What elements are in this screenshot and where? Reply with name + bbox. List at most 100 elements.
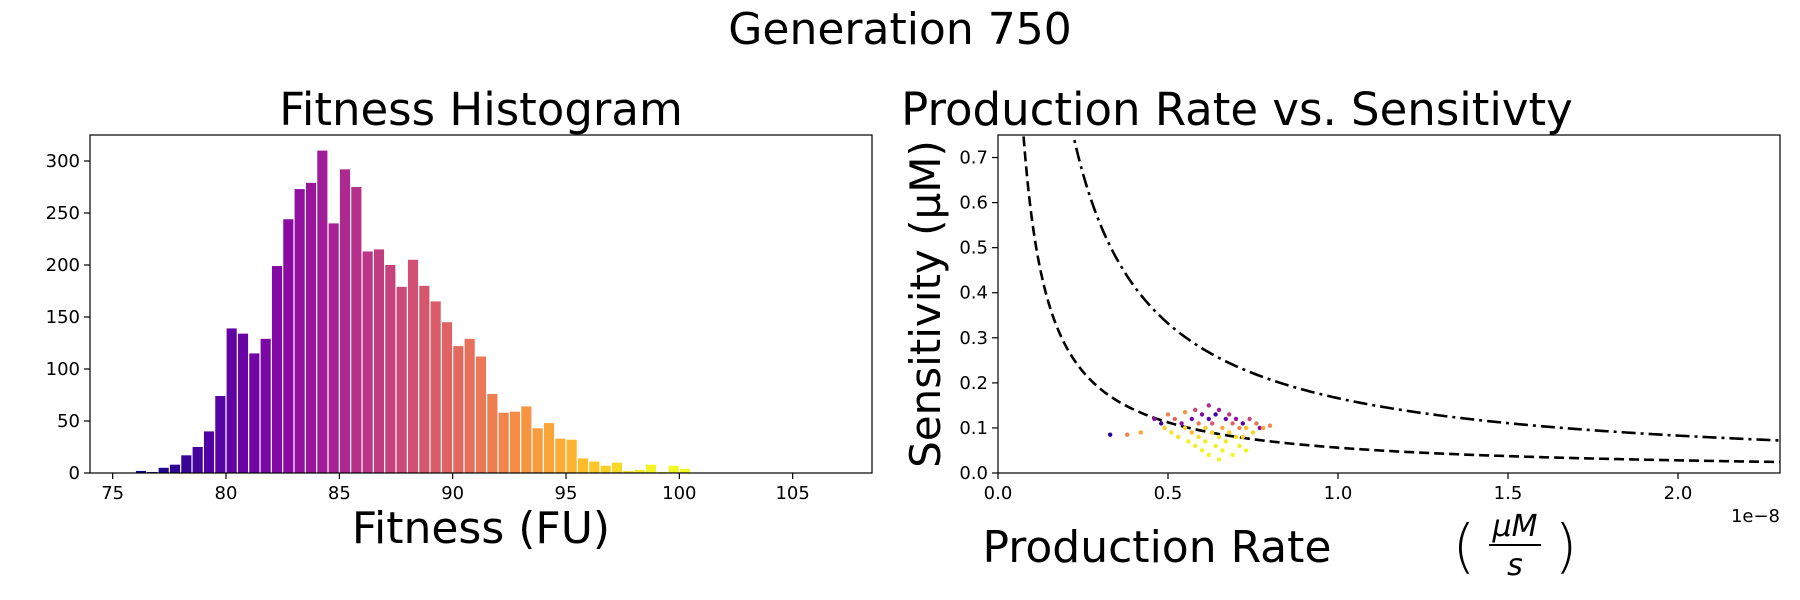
scatter-point bbox=[1206, 452, 1212, 458]
histogram-x-tick-label: 100 bbox=[662, 483, 696, 504]
scatter-x-tick-label: 2.0 bbox=[1664, 483, 1693, 504]
scatter-point bbox=[1247, 416, 1252, 422]
histogram-bar bbox=[475, 356, 487, 473]
scatter-x-tick-label: 1.5 bbox=[1494, 483, 1523, 504]
scatter-point bbox=[1189, 430, 1195, 435]
histogram-y-tick-label: 150 bbox=[46, 307, 80, 328]
histogram-bar bbox=[305, 182, 317, 473]
histogram-bar bbox=[509, 411, 521, 473]
histogram-bar bbox=[237, 333, 249, 473]
histogram-bar bbox=[645, 464, 657, 473]
scatter-point bbox=[1210, 421, 1215, 426]
scatter-point bbox=[1162, 425, 1167, 431]
scatter-point bbox=[1206, 416, 1212, 422]
scatter-point bbox=[1216, 407, 1222, 413]
scatter-x-label: Production Rate bbox=[983, 522, 1332, 573]
histogram-bar bbox=[634, 469, 645, 473]
scatter-point bbox=[1230, 452, 1235, 458]
histogram-x-tick-label: 90 bbox=[441, 483, 464, 504]
scatter-point bbox=[1240, 421, 1246, 426]
histogram-bar bbox=[226, 328, 237, 473]
histogram-bar bbox=[385, 265, 396, 473]
histogram-x-tick-label: 105 bbox=[775, 483, 809, 504]
histogram-bar bbox=[294, 189, 305, 473]
scatter-y-tick-label: 0.6 bbox=[959, 193, 988, 214]
scatter-point bbox=[1203, 439, 1208, 444]
histogram-bar bbox=[249, 353, 260, 473]
scatter-point bbox=[1176, 434, 1181, 440]
histogram-x-tick-label: 75 bbox=[101, 483, 124, 504]
histogram-y-tick-label: 50 bbox=[57, 411, 80, 432]
scatter-point bbox=[1213, 443, 1218, 449]
scatter-x-tick-label: 1.0 bbox=[1324, 483, 1353, 504]
svg-text:): ) bbox=[1555, 512, 1578, 580]
scatter-point bbox=[1244, 448, 1249, 453]
scatter-y-tick-label: 0.4 bbox=[959, 283, 988, 304]
dashed-curve bbox=[1022, 135, 1780, 464]
histogram-bar bbox=[181, 455, 192, 473]
scatter-point bbox=[1199, 412, 1205, 417]
histogram-bar bbox=[668, 465, 679, 473]
scatter-point bbox=[1108, 432, 1113, 437]
scatter-point bbox=[1203, 425, 1208, 431]
histogram-bar bbox=[453, 346, 464, 473]
histogram-bar bbox=[589, 461, 600, 473]
histogram-bar bbox=[555, 438, 566, 473]
scatter-y-tick-label: 0.5 bbox=[959, 238, 988, 259]
histogram-bar bbox=[623, 470, 634, 473]
histogram-bar bbox=[271, 266, 283, 473]
scatter-x-tick-label: 0.5 bbox=[1154, 483, 1183, 504]
scatter-point bbox=[1182, 409, 1188, 415]
scatter-point bbox=[1196, 421, 1201, 426]
histogram-bar bbox=[373, 249, 385, 473]
scatter-x-label-unit: ( ) μM s bbox=[1453, 509, 1578, 583]
histogram-bar bbox=[158, 467, 169, 473]
scatter-point bbox=[1196, 434, 1201, 440]
histogram-bar bbox=[396, 286, 407, 473]
histogram-title: Fitness Histogram bbox=[279, 83, 683, 136]
scatter-point bbox=[1125, 432, 1130, 437]
histogram-x-tick-label: 80 bbox=[215, 483, 238, 504]
histogram-bar bbox=[577, 458, 589, 473]
scatter-point bbox=[1216, 434, 1222, 440]
histogram-bar bbox=[430, 301, 441, 473]
scatter-point bbox=[1240, 434, 1246, 440]
scatter-point bbox=[1189, 416, 1195, 422]
histogram-bar bbox=[600, 465, 611, 473]
scatter-point bbox=[1250, 430, 1256, 435]
histogram-bar bbox=[532, 428, 543, 473]
scatter-point bbox=[1257, 425, 1263, 431]
scatter-y-label: Sensitivity (µM) bbox=[901, 140, 950, 468]
scatter-point bbox=[1199, 448, 1205, 453]
scatter-point bbox=[1220, 448, 1225, 453]
histogram-bar bbox=[203, 431, 215, 473]
svg-text:(: ( bbox=[1453, 512, 1476, 580]
scatter-x-ticks: 0.0 0.5 1.0 1.5 2.0 bbox=[984, 473, 1693, 504]
figure-suptitle: Generation 750 bbox=[728, 4, 1071, 55]
histogram-bar bbox=[498, 412, 509, 473]
scatter-title: Production Rate vs. Sensitivty bbox=[901, 83, 1573, 136]
scatter-point bbox=[1193, 407, 1198, 413]
scatter-point bbox=[1223, 439, 1229, 444]
scatter-point bbox=[1216, 457, 1222, 462]
scatter-point bbox=[1254, 421, 1259, 426]
fitness-histogram-panel: Fitness Histogram 75 80 85 90 95 100 105 0 50 10… bbox=[46, 83, 873, 554]
scatter-point bbox=[1227, 412, 1232, 417]
histogram-bar bbox=[566, 439, 577, 473]
scatter-point bbox=[1165, 412, 1171, 417]
histogram-y-tick-label: 0 bbox=[69, 463, 80, 484]
scatter-point bbox=[1220, 425, 1225, 431]
histogram-bar bbox=[215, 396, 226, 473]
scatter-point bbox=[1261, 425, 1266, 431]
histogram-bar bbox=[464, 338, 475, 473]
histogram-bar bbox=[441, 322, 453, 473]
histogram-bar bbox=[192, 447, 203, 473]
scatter-y-tick-label: 0.3 bbox=[959, 328, 988, 349]
histogram-bar bbox=[611, 462, 623, 473]
histogram-bar bbox=[487, 393, 498, 473]
histogram-axes-frame bbox=[89, 134, 873, 474]
histogram-y-tick-label: 100 bbox=[46, 359, 80, 380]
scatter-point bbox=[1237, 425, 1242, 431]
svg-text:s: s bbox=[1507, 548, 1523, 583]
histogram-bar bbox=[339, 169, 351, 473]
